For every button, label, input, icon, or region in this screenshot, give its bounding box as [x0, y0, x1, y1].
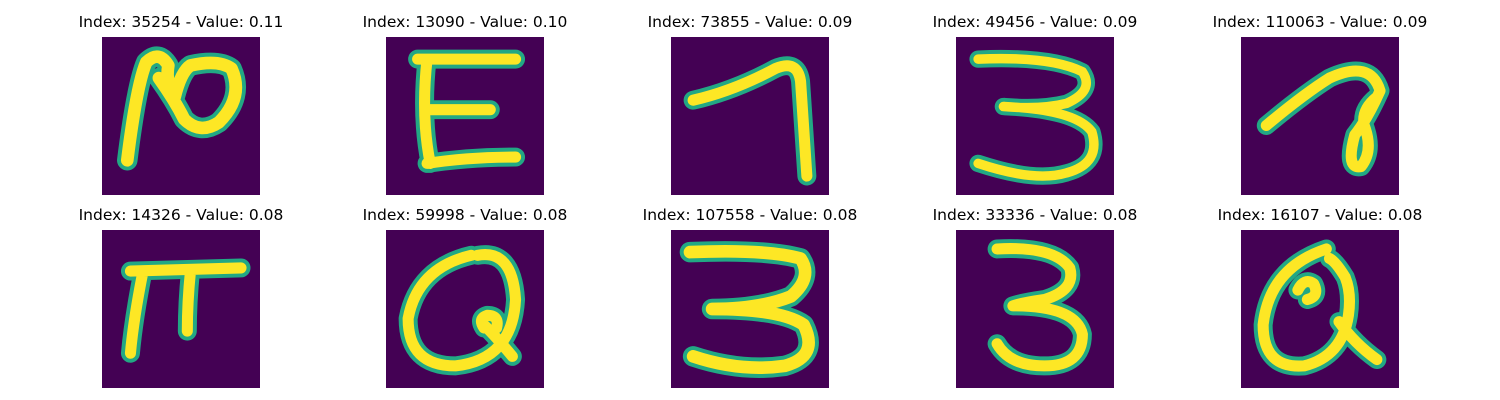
panel-title: Index: 35254 - Value: 0.11	[78, 13, 284, 31]
digit-image	[386, 37, 544, 195]
digit-image	[102, 230, 260, 388]
panel-title: Index: 14326 - Value: 0.08	[78, 206, 284, 224]
digit-image	[102, 37, 260, 195]
digit-image	[1241, 37, 1399, 195]
panel-title: Index: 110063 - Value: 0.09	[1212, 13, 1428, 31]
panel-title: Index: 107558 - Value: 0.08	[642, 206, 858, 224]
panel-title: Index: 33336 - Value: 0.08	[932, 206, 1138, 224]
digit-image	[671, 37, 829, 195]
panel-title: Index: 16107 - Value: 0.08	[1217, 206, 1423, 224]
digit-image	[671, 230, 829, 388]
panel-title: Index: 59998 - Value: 0.08	[362, 206, 568, 224]
panel-title: Index: 49456 - Value: 0.09	[932, 13, 1138, 31]
digit-image	[956, 37, 1114, 195]
digit-image	[386, 230, 544, 388]
panel-title: Index: 13090 - Value: 0.10	[362, 13, 568, 31]
digit-image	[956, 230, 1114, 388]
panel-title: Index: 73855 - Value: 0.09	[647, 13, 853, 31]
digit-image	[1241, 230, 1399, 388]
